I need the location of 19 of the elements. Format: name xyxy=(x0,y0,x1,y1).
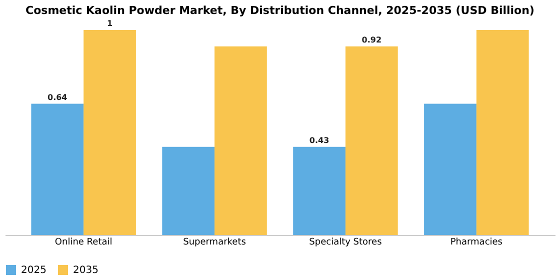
legend-label: 2025 xyxy=(21,265,46,276)
data-label: 0.43 xyxy=(309,136,330,145)
data-label: 1 xyxy=(106,19,113,28)
bar xyxy=(162,146,215,235)
x-tick-label: Online Retail xyxy=(54,238,112,248)
bar xyxy=(345,46,398,235)
chart-title: Cosmetic Kaolin Powder Market, By Distribution Channel, 2025-2035 (USD Billion) xyxy=(26,4,534,17)
bar xyxy=(424,104,476,235)
data-label: 0.64 xyxy=(48,92,68,102)
bar xyxy=(214,46,267,235)
bar xyxy=(84,30,136,235)
bar xyxy=(293,146,346,235)
legend-label: 2035 xyxy=(73,265,98,276)
x-tick-label: Supermarkets xyxy=(183,238,246,248)
x-tick-label: Pharmacies xyxy=(450,238,503,248)
bar xyxy=(476,30,529,235)
data-label: 0.92 xyxy=(362,35,382,44)
x-tick-label: Specialty Stores xyxy=(309,238,382,248)
bar xyxy=(31,104,84,235)
